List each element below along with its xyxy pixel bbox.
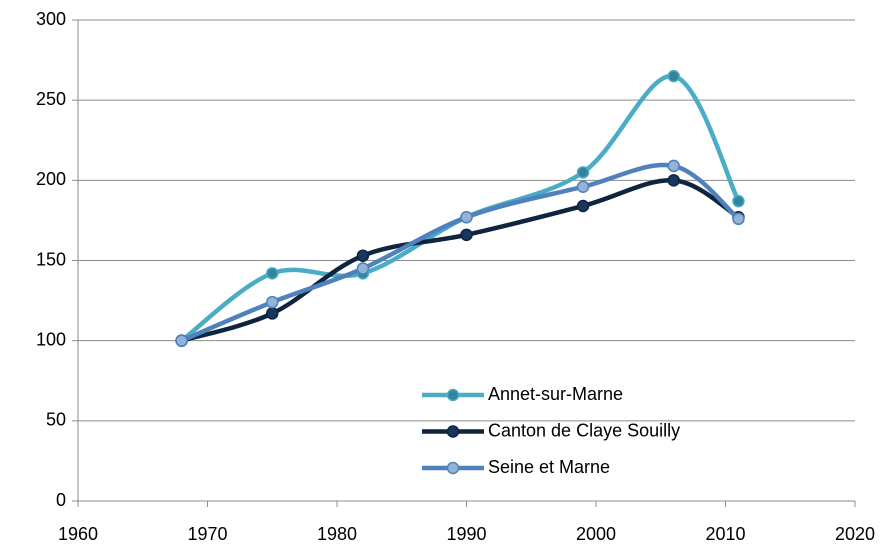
legend-marker [446, 425, 460, 438]
point [266, 307, 279, 320]
y-tick-label: 100 [36, 329, 66, 349]
y-tick-label: 300 [36, 9, 66, 29]
x-tick-label: 2020 [835, 524, 875, 544]
x-tick-label: 1970 [187, 524, 227, 544]
point [576, 199, 590, 213]
point [175, 334, 188, 347]
point [576, 180, 590, 193]
x-tick-label: 1980 [317, 524, 357, 544]
y-tick-label: 200 [36, 169, 66, 189]
y-tick-label: 250 [36, 89, 66, 109]
legend-label: Annet-sur-Marne [488, 384, 623, 404]
point [460, 210, 473, 224]
legend-label: Seine et Marne [488, 457, 610, 477]
legend-marker [446, 461, 460, 475]
point [667, 69, 680, 83]
point [460, 228, 473, 242]
y-tick-label: 50 [46, 410, 66, 430]
point [667, 159, 680, 173]
series-line [180, 73, 741, 343]
x-tick-label: 2000 [576, 524, 616, 544]
y-tick-label: 150 [36, 249, 66, 269]
point [356, 249, 370, 262]
x-tick-label: 1960 [58, 524, 98, 544]
point [732, 194, 745, 208]
legend-label: Canton de Claye Souilly [488, 420, 680, 440]
point [266, 267, 279, 280]
x-tick-label: 2010 [705, 524, 745, 544]
y-tick-label: 0 [56, 490, 66, 510]
point [667, 174, 680, 187]
point [732, 212, 745, 226]
point [266, 295, 279, 309]
point [576, 166, 590, 179]
x-tick-label: 1990 [446, 524, 486, 544]
legend-marker [446, 388, 460, 402]
point [356, 262, 370, 275]
